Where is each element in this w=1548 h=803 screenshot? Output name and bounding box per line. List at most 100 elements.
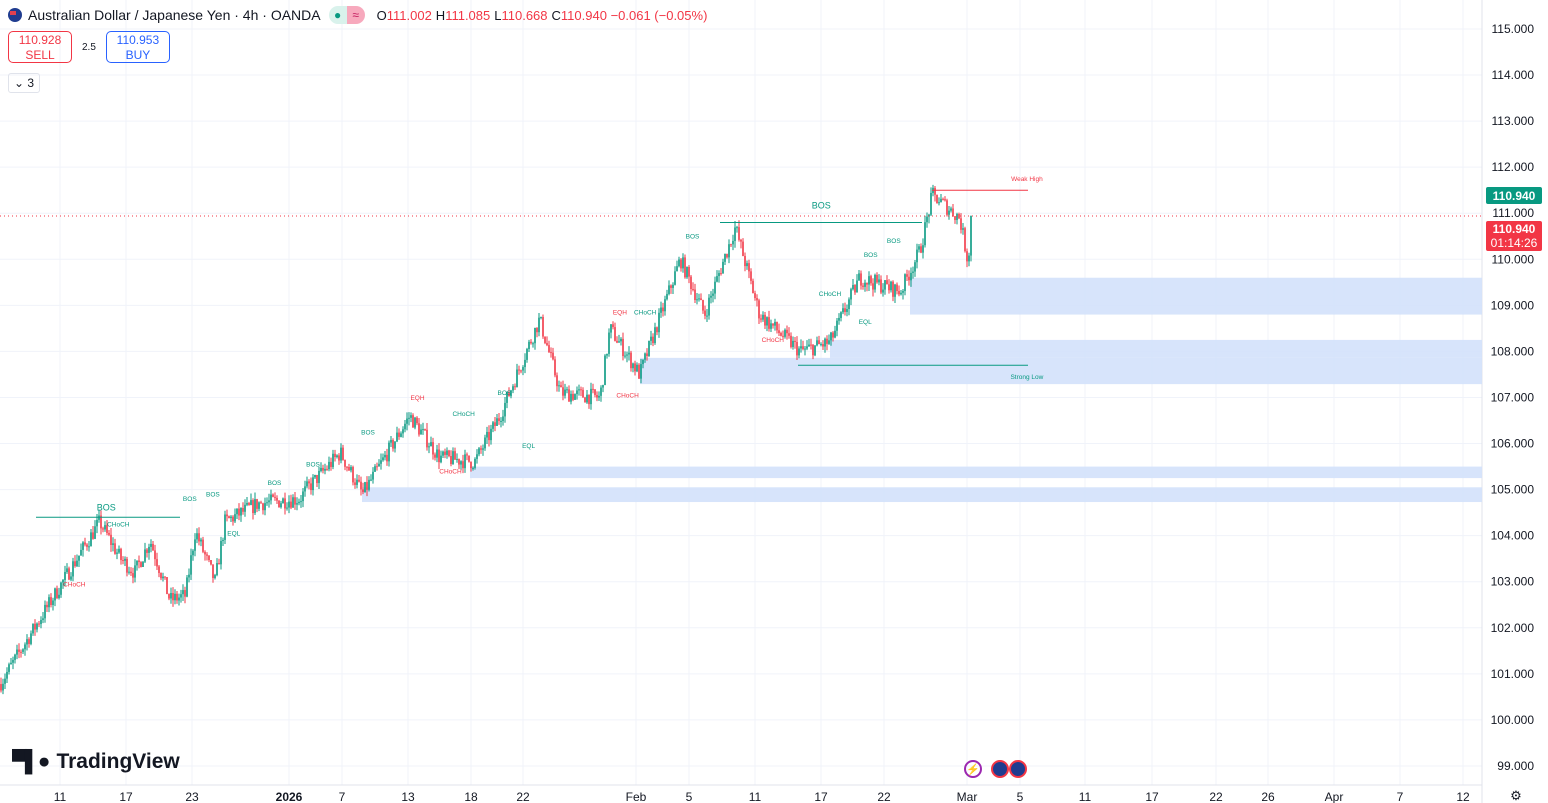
candle-body xyxy=(934,187,936,195)
indicators-toggle[interactable]: ⌄ 3 xyxy=(8,73,40,93)
candle xyxy=(896,282,898,295)
candle-body xyxy=(812,344,814,356)
candle-body xyxy=(680,259,682,269)
aud-event-icon[interactable] xyxy=(991,760,1009,778)
candle xyxy=(56,585,58,600)
candle-body xyxy=(910,272,912,281)
candle-body xyxy=(788,333,790,336)
settings-icon[interactable]: ⚙ xyxy=(1510,788,1522,803)
candle-body xyxy=(262,503,264,511)
candle-body xyxy=(760,318,762,320)
candle-body xyxy=(768,317,770,329)
candle-body xyxy=(806,346,808,349)
candle xyxy=(104,521,106,532)
time-tick-label: 7 xyxy=(339,790,346,803)
buy-button[interactable]: 110.953 BUY xyxy=(105,31,170,63)
candle xyxy=(440,450,442,464)
candle-body xyxy=(280,503,282,508)
candle-body xyxy=(334,453,336,458)
time-tick-label: 23 xyxy=(185,790,199,803)
candle-body xyxy=(466,454,468,456)
market-status[interactable]: ● ≈ xyxy=(328,6,365,24)
lightning-event-icon[interactable]: ⚡ xyxy=(964,760,982,778)
candle-body xyxy=(480,448,482,450)
candle-body xyxy=(138,560,140,563)
symbol-title[interactable]: Australian Dollar / Japanese Yen · 4h · … xyxy=(28,7,321,23)
candle-body xyxy=(656,327,658,333)
candle-body xyxy=(184,590,186,597)
candle xyxy=(880,275,882,295)
candle xyxy=(182,584,184,602)
candle-body xyxy=(494,422,496,426)
candle xyxy=(812,344,814,360)
candle-body xyxy=(726,253,728,258)
candle xyxy=(920,243,922,254)
candle xyxy=(708,294,710,320)
candle-body xyxy=(358,479,360,482)
candle-body xyxy=(580,389,582,391)
candle xyxy=(538,312,540,337)
candle xyxy=(566,386,568,394)
candle xyxy=(598,391,600,402)
candle-body xyxy=(630,352,632,369)
candle xyxy=(86,543,88,551)
candle-body xyxy=(954,216,956,221)
candle-body xyxy=(830,332,832,341)
sell-button[interactable]: 110.928 SELL xyxy=(8,31,72,63)
candle-body xyxy=(38,623,40,625)
candle xyxy=(832,331,834,342)
candle xyxy=(180,589,182,603)
candle-body xyxy=(638,364,640,379)
candle-body xyxy=(878,279,880,283)
candle xyxy=(432,437,434,460)
candle-body xyxy=(462,461,464,469)
candle xyxy=(184,586,186,604)
candle-body xyxy=(346,466,348,468)
candle xyxy=(196,528,198,544)
candle-body xyxy=(938,202,940,204)
candle-body xyxy=(92,532,94,539)
aud-event-icon[interactable] xyxy=(1009,760,1027,778)
candle xyxy=(596,391,598,402)
last-price-value: 110.940 xyxy=(1493,189,1536,203)
candle xyxy=(776,321,778,334)
candle-body xyxy=(624,355,626,357)
candle xyxy=(186,574,188,598)
candle xyxy=(316,474,318,488)
candle-body xyxy=(516,369,518,388)
candle-body xyxy=(66,568,68,572)
candle-body xyxy=(828,340,830,344)
candle-body xyxy=(552,352,554,360)
candle-body xyxy=(112,543,114,545)
candle-body xyxy=(270,494,272,501)
candle xyxy=(30,630,32,646)
candle-body xyxy=(362,489,364,493)
candle-body xyxy=(110,534,112,545)
candle-body xyxy=(298,501,300,504)
candle-body xyxy=(872,283,874,290)
time-tick-label: Mar xyxy=(957,790,978,803)
candle-body xyxy=(570,393,572,402)
candle-body xyxy=(778,330,780,334)
candle xyxy=(24,642,26,656)
price-tick-label: 99.000 xyxy=(1497,759,1534,773)
time-tick-label: 5 xyxy=(686,790,693,803)
candle-body xyxy=(448,450,450,457)
candle-body xyxy=(86,544,88,547)
candle xyxy=(208,555,210,563)
tradingview-logo[interactable]: ▀▌● TradingView xyxy=(12,750,180,773)
candle xyxy=(782,330,784,339)
spread-value: 2.5 xyxy=(82,41,96,53)
candle xyxy=(478,447,480,457)
candle xyxy=(268,493,270,508)
candle xyxy=(718,270,720,283)
candle-body xyxy=(378,463,380,467)
candle xyxy=(468,455,470,463)
candle xyxy=(868,271,870,291)
candle-body xyxy=(310,483,312,491)
time-tick-label: 26 xyxy=(1261,790,1275,803)
candle xyxy=(550,347,552,358)
candle xyxy=(398,428,400,440)
price-tick-label: 110.000 xyxy=(1492,252,1535,266)
